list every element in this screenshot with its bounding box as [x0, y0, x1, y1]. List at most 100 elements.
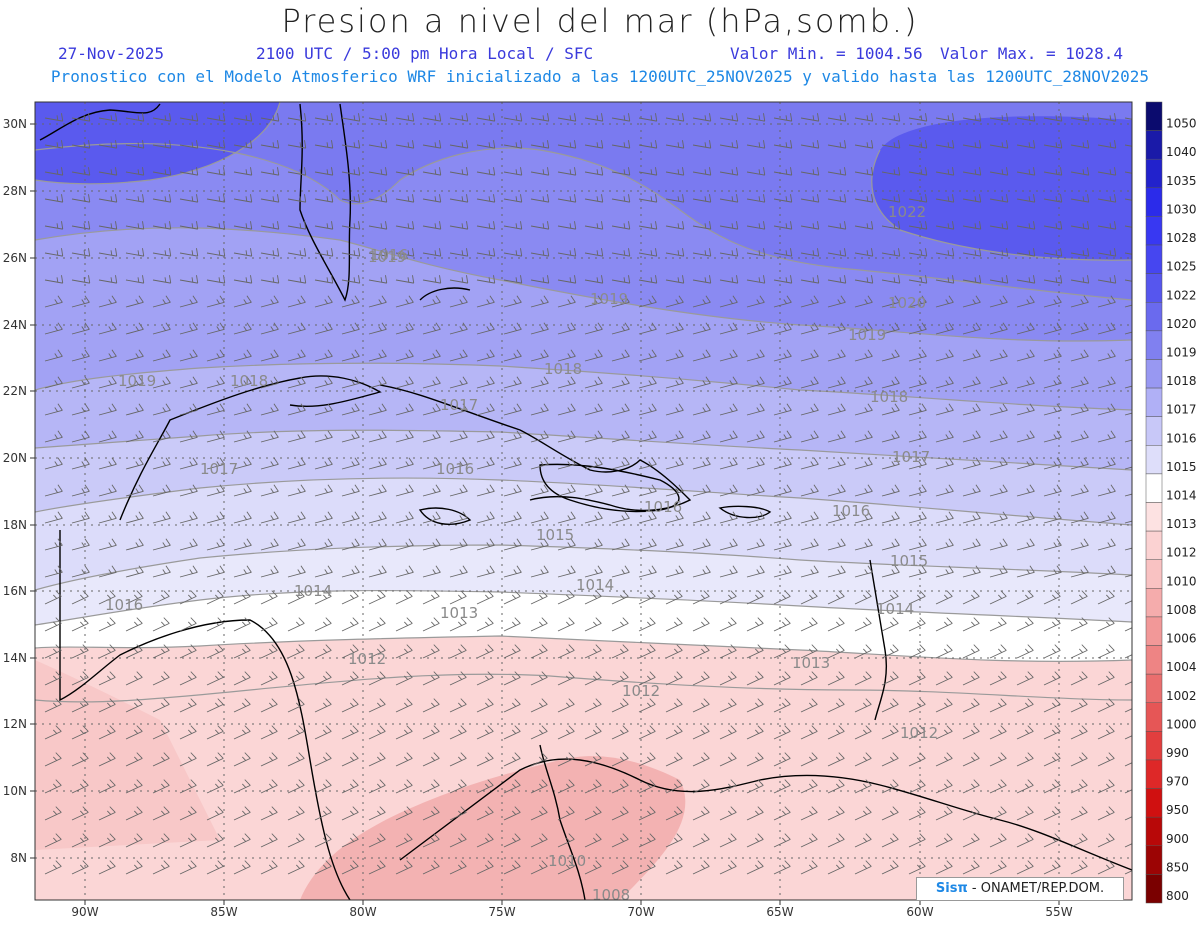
contour-label: 1016 — [644, 498, 682, 516]
colorbar-label: 970 — [1166, 775, 1189, 789]
contour-label: 1014 — [576, 576, 614, 594]
contour-label: 1022 — [888, 203, 926, 221]
contour-label: 1017 — [892, 448, 930, 466]
colorbar-label: 950 — [1166, 803, 1189, 817]
credit-text: - ONAMET/REP.DOM. — [967, 881, 1105, 896]
coastlines — [39, 103, 1132, 900]
lon-label: 90W — [71, 905, 98, 919]
contour-label: 1018 — [230, 372, 268, 390]
colorbar-label: 1017 — [1166, 403, 1197, 417]
contour-label: 1019 — [848, 326, 886, 344]
lat-label: 12N — [3, 717, 27, 731]
band-lowsouth — [300, 756, 686, 900]
wind-barbs — [44, 113, 1132, 875]
map-title: Presion a nivel del mar (hPa,somb.) — [281, 2, 919, 40]
contour-label: 1014 — [294, 582, 332, 600]
colorbar-swatch — [1145, 302, 1163, 332]
model-description: Pronostico con el Modelo Atmosferico WRF… — [50, 67, 1150, 86]
contour-label: 1019 — [118, 372, 156, 390]
lat-label: 28N — [3, 184, 27, 198]
colorbar-swatch — [1145, 445, 1163, 475]
lon-label: 85W — [210, 905, 237, 919]
colorbar-swatch — [1145, 244, 1163, 274]
colorbar-label: 1006 — [1166, 632, 1197, 646]
lon-label: 70W — [627, 905, 654, 919]
colorbar-label: 1028 — [1166, 231, 1197, 245]
colorbar-swatch — [1145, 530, 1163, 560]
contour-label: 1016 — [436, 460, 474, 478]
credit-box: Sisπ - ONAMET/REP.DOM. — [916, 877, 1124, 901]
colorbar-label: 1004 — [1166, 660, 1197, 674]
forecast-time: 2100 UTC / 5:00 pm Hora Local / SFC — [256, 44, 594, 63]
colorbar-label: 1010 — [1166, 574, 1197, 588]
forecast-date: 27-Nov-2025 — [58, 44, 164, 63]
colorbar-swatch — [1145, 330, 1163, 360]
colorbar-swatch — [1145, 158, 1163, 189]
band-1022-east — [871, 116, 1132, 261]
colorbar-swatch — [1145, 416, 1163, 446]
colorbar-swatch — [1145, 874, 1163, 904]
colorbar-swatch — [1145, 759, 1163, 789]
contour-label: 1012 — [622, 682, 660, 700]
colorbar-label: 1019 — [1166, 345, 1197, 359]
lat-label: 8N — [10, 851, 27, 865]
contour-label: 1019 — [590, 290, 628, 308]
colorbar-label: 1014 — [1166, 489, 1197, 503]
colorbar-label: 1050 — [1166, 117, 1197, 131]
lat-label: 18N — [3, 518, 27, 532]
contour-label: 1010 — [548, 852, 586, 870]
colorbar-swatch — [1145, 359, 1163, 389]
lat-label: 30N — [3, 117, 27, 131]
colorbar-swatch — [1145, 387, 1163, 417]
band-1022-west — [35, 102, 280, 184]
colorbar-swatch — [1145, 645, 1163, 675]
colorbar-label: 1016 — [1166, 431, 1197, 445]
contour-label: 1013 — [792, 654, 830, 672]
colorbar-label: 1013 — [1166, 517, 1197, 531]
colorbar-swatch — [1145, 130, 1163, 160]
colorbar-swatch — [1145, 502, 1163, 532]
colorbar-swatch — [1145, 101, 1163, 131]
colorbar-swatch — [1145, 731, 1163, 761]
lon-label: 65W — [766, 905, 793, 919]
lat-label: 26N — [3, 251, 27, 265]
colorbar-label: 1025 — [1166, 260, 1197, 274]
lat-label: 14N — [3, 651, 27, 665]
colorbar-label: 1002 — [1166, 689, 1197, 703]
colorbar-label: 1000 — [1166, 717, 1197, 731]
colorbar-label: 1020 — [1166, 317, 1197, 331]
colorbar-label: 900 — [1166, 832, 1189, 846]
contour-label: 1013 — [440, 604, 478, 622]
colorbar: 1050 1040 1035 1030 1028 1025 1022 1020 1019 1018… — [1145, 101, 1197, 904]
contour-label: 1018 — [870, 388, 908, 406]
colorbar-swatch — [1145, 816, 1163, 847]
colorbar-label: 1040 — [1166, 145, 1197, 159]
contour-label: 1012 — [348, 650, 386, 668]
contour-label: 1016 — [370, 246, 408, 264]
lat-label: 22N — [3, 384, 27, 398]
colorbar-swatch — [1145, 473, 1163, 503]
colorbar-swatch — [1145, 588, 1163, 618]
lon-label: 60W — [906, 905, 933, 919]
colorbar-swatch — [1145, 673, 1163, 704]
colorbar-swatch — [1145, 216, 1163, 246]
lat-label: 10N — [3, 784, 27, 798]
colorbar-label: 1030 — [1166, 202, 1197, 216]
contour-label: 1018 — [544, 360, 582, 378]
colorbar-swatch — [1145, 616, 1163, 646]
contour-label: 1008 — [592, 886, 630, 904]
colorbar-swatch — [1145, 845, 1163, 875]
colorbar-swatch — [1145, 788, 1163, 818]
colorbar-label: 1022 — [1166, 288, 1197, 302]
max-value: Valor Max. = 1028.4 — [940, 44, 1124, 63]
min-value: Valor Min. = 1004.56 — [730, 44, 923, 63]
colorbar-label: 1018 — [1166, 374, 1197, 388]
contour-label: 1017 — [440, 396, 478, 414]
credit-brand: Sisπ — [935, 881, 968, 896]
contour-label: 1012 — [900, 724, 938, 742]
contour-label: 1016 — [832, 502, 870, 520]
contour-label: 1020 — [888, 294, 926, 312]
lon-label: 55W — [1045, 905, 1072, 919]
contour-label: 1015 — [890, 552, 928, 570]
